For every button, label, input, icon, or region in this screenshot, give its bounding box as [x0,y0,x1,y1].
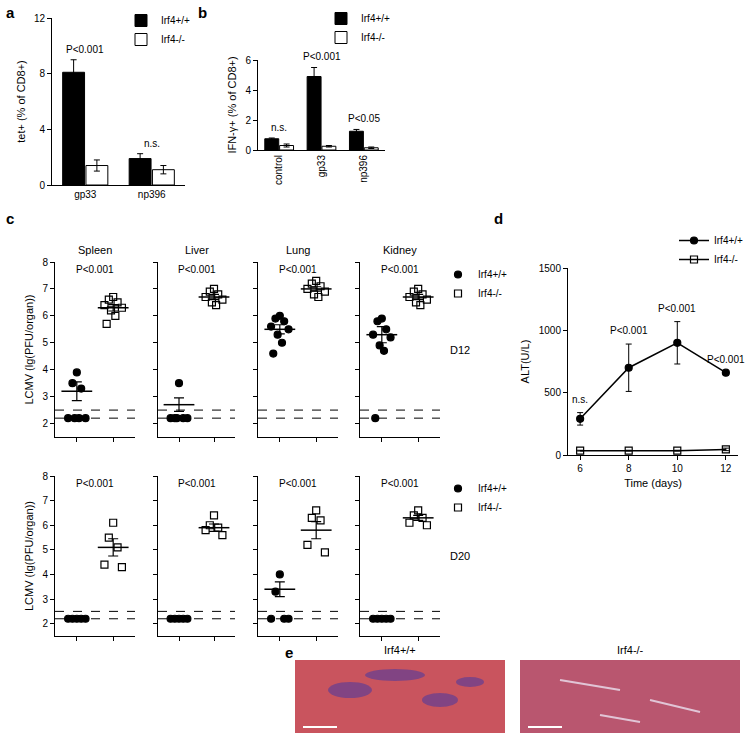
svg-text:gp33: gp33 [74,189,97,200]
svg-text:6: 6 [245,55,251,66]
svg-text:Irf4+/+: Irf4+/+ [161,15,190,26]
svg-text:7: 7 [42,283,48,294]
svg-text:P<0.001: P<0.001 [707,354,745,365]
svg-text:Time (days): Time (days) [624,477,682,489]
svg-text:0: 0 [245,145,251,156]
svg-text:Irf4-/-: Irf4-/- [617,644,644,656]
svg-text:P<0.001: P<0.001 [610,325,648,336]
svg-text:Irf4-/-: Irf4-/- [478,502,502,513]
svg-text:12: 12 [34,13,46,24]
svg-text:control: control [273,155,284,185]
svg-text:Irf4-/-: Irf4-/- [478,288,502,299]
svg-text:Irf4+/+: Irf4+/+ [478,269,507,280]
svg-text:np396: np396 [138,189,166,200]
svg-text:P<0.001: P<0.001 [279,478,317,489]
svg-text:2: 2 [245,115,251,126]
svg-text:P<0.001: P<0.001 [66,44,104,55]
svg-text:P<0.05: P<0.05 [348,113,380,124]
svg-text:D12: D12 [450,344,470,356]
svg-text:8: 8 [42,471,48,482]
svg-text:LCMV (lg(PFU/organ)): LCMV (lg(PFU/organ)) [23,294,35,404]
svg-text:Irf4+/+: Irf4+/+ [384,644,416,656]
svg-text:P<0.001: P<0.001 [178,478,216,489]
svg-text:P<0.001: P<0.001 [381,264,419,275]
svg-text:e: e [285,644,293,661]
svg-text:6: 6 [42,310,48,321]
svg-text:Liver: Liver [185,244,209,256]
svg-text:6: 6 [577,463,583,474]
svg-text:4: 4 [42,569,48,580]
svg-text:b: b [198,4,207,21]
svg-text:P<0.001: P<0.001 [658,303,696,314]
svg-text:4: 4 [245,85,251,96]
svg-text:8: 8 [42,257,48,268]
svg-text:gp33: gp33 [316,155,327,178]
svg-text:P<0.001: P<0.001 [178,264,216,275]
svg-text:n.s.: n.s. [271,122,287,133]
svg-text:d: d [494,210,503,227]
svg-text:5: 5 [42,544,48,555]
svg-text:7: 7 [42,495,48,506]
svg-text:2: 2 [42,418,48,429]
svg-text:Irf4-/-: Irf4-/- [714,254,738,265]
svg-text:Irf4-/-: Irf4-/- [361,32,385,43]
svg-text:Irf4+/+: Irf4+/+ [478,483,507,494]
svg-text:D20: D20 [450,550,470,562]
svg-text:6: 6 [42,520,48,531]
svg-text:a: a [6,4,15,21]
svg-text:2: 2 [42,618,48,629]
svg-text:12: 12 [720,463,732,474]
svg-text:10: 10 [672,463,684,474]
svg-text:5: 5 [42,337,48,348]
svg-text:P<0.001: P<0.001 [76,478,114,489]
svg-text:LCMV (lg(PFU/organ)): LCMV (lg(PFU/organ)) [23,501,35,611]
svg-text:IFN-γ+ (% of CD8+): IFN-γ+ (% of CD8+) [226,56,238,153]
svg-text:Irf4+/+: Irf4+/+ [361,13,390,24]
svg-text:Spleen: Spleen [78,244,112,256]
svg-text:1000: 1000 [539,325,562,336]
svg-text:0: 0 [39,180,45,191]
svg-text:3: 3 [42,391,48,402]
svg-text:Kidney: Kidney [383,244,417,256]
svg-text:Lung: Lung [286,244,310,256]
svg-text:0: 0 [555,450,561,461]
svg-text:ALT(U/L): ALT(U/L) [519,340,531,384]
svg-text:8: 8 [626,463,632,474]
svg-text:n.s.: n.s. [144,138,160,149]
svg-text:8: 8 [39,68,45,79]
svg-text:np396: np396 [358,155,369,183]
svg-text:4: 4 [39,124,45,135]
svg-text:P<0.001: P<0.001 [279,264,317,275]
svg-text:Irf4-/-: Irf4-/- [161,34,185,45]
svg-text:P<0.001: P<0.001 [381,478,419,489]
svg-text:Irf4+/+: Irf4+/+ [714,235,743,246]
svg-text:c: c [6,210,14,227]
svg-text:3: 3 [42,594,48,605]
svg-text:P<0.001: P<0.001 [76,264,114,275]
svg-text:1500: 1500 [539,263,562,274]
svg-text:tet+ (% of CD8+): tet+ (% of CD8+) [15,60,27,143]
svg-text:n.s.: n.s. [572,394,588,405]
svg-text:P<0.001: P<0.001 [303,51,341,62]
svg-text:500: 500 [544,387,561,398]
svg-text:4: 4 [42,364,48,375]
